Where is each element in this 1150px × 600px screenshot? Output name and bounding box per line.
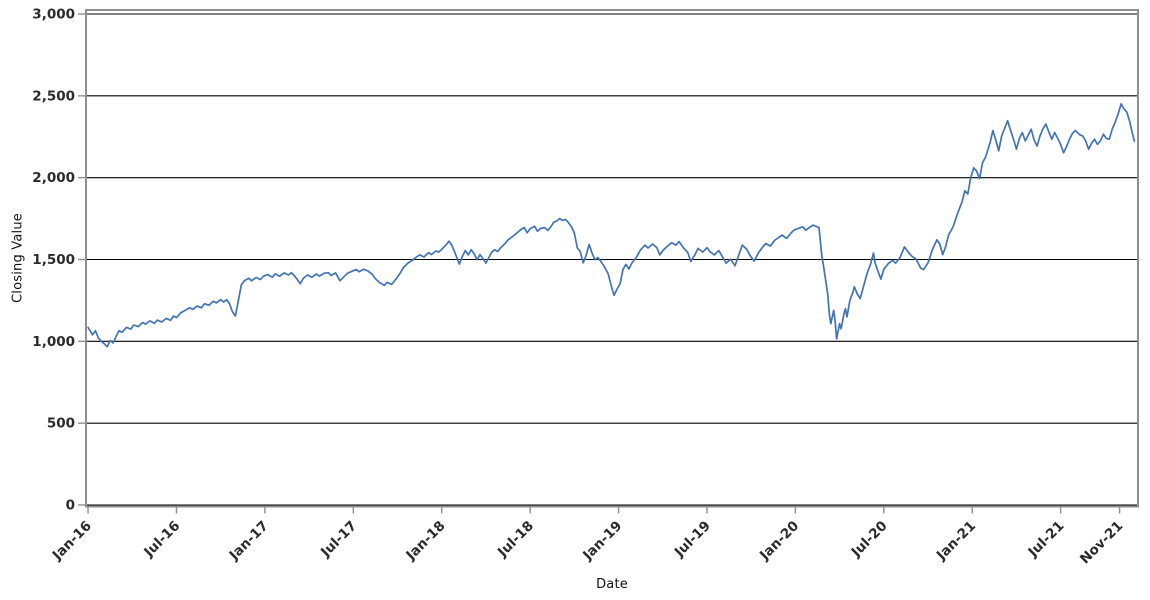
x-tick-label-Jul-18: Jul-18 <box>494 518 537 561</box>
x-tick-label-Jan-18: Jan-18 <box>402 518 448 564</box>
x-tick-label-Jan-17: Jan-17 <box>226 518 272 564</box>
y-tick-label-0: 0 <box>66 498 75 514</box>
x-tick-label-Jan-16: Jan-16 <box>49 518 95 564</box>
x-tick-label-Jan-19: Jan-19 <box>579 518 625 564</box>
x-tick-label-Jul-16: Jul-16 <box>140 518 183 561</box>
y-tick-label-500: 500 <box>47 416 75 432</box>
plot-border <box>85 9 1139 508</box>
y-tick-label-2500: 2,500 <box>32 88 75 104</box>
x-tick-label-Jul-20: Jul-20 <box>848 518 891 561</box>
y-tick-label-1500: 1,500 <box>32 252 75 268</box>
y-tick-label-1000: 1,000 <box>32 334 75 350</box>
x-tick-label-Nov-21: Nov-21 <box>1077 518 1126 567</box>
x-tick-label-Jan-21: Jan-21 <box>933 518 979 564</box>
x-axis-title: Date <box>596 577 628 592</box>
closing-value-line <box>87 103 1136 348</box>
x-tick-label-Jul-19: Jul-19 <box>671 518 714 561</box>
x-tick-label-Jul-17: Jul-17 <box>317 518 360 561</box>
x-tick-label-Jan-20: Jan-20 <box>756 518 802 564</box>
y-axis-title: Closing Value <box>10 213 26 303</box>
y-tick-label-3000: 3,000 <box>32 7 75 23</box>
x-tick-label-Jul-21: Jul-21 <box>1025 518 1068 561</box>
y-tick-label-2000: 2,000 <box>32 170 75 186</box>
